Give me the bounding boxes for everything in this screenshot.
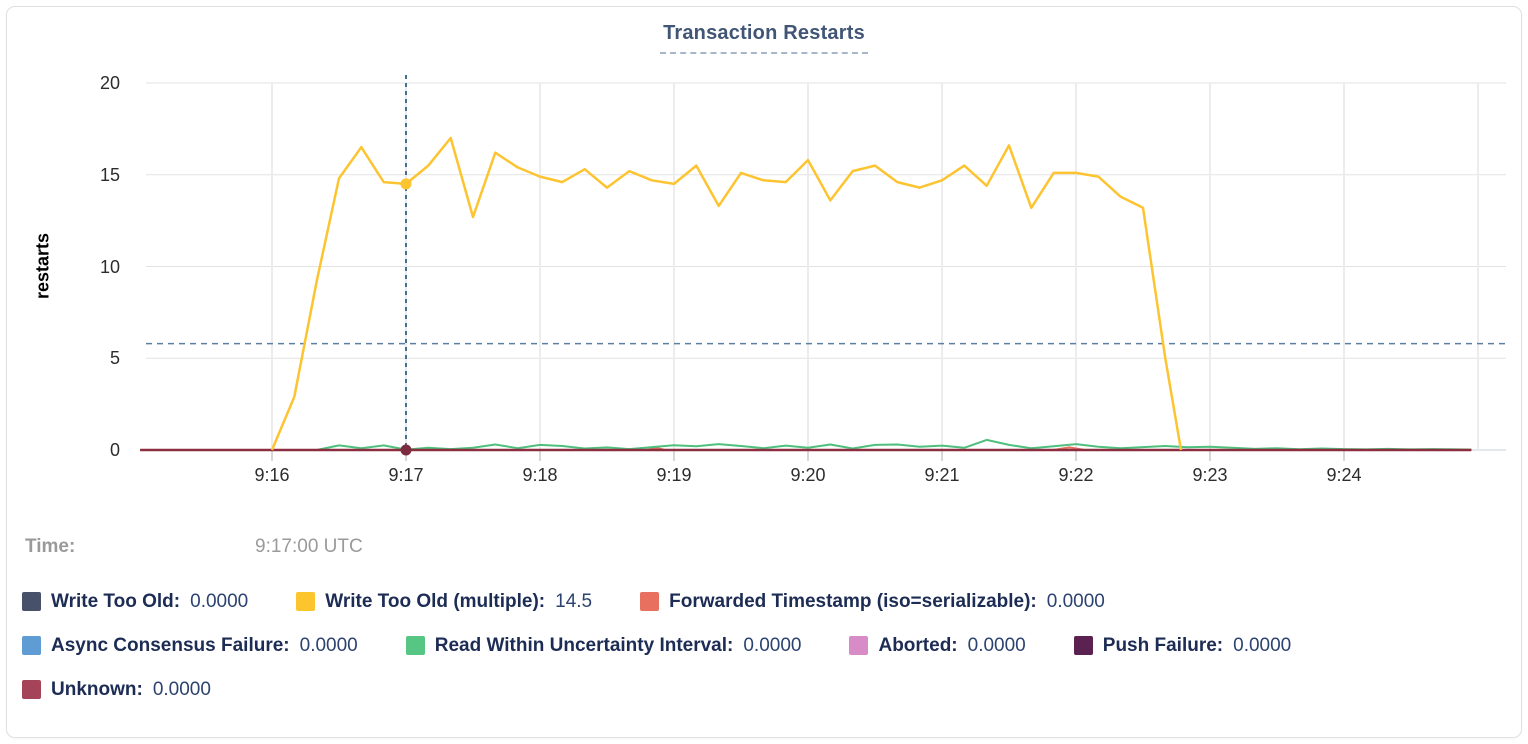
legend-item-forwarded-timestamp-iso-serializable-: Forwarded Timestamp (iso=serializable): 0… [640, 588, 1105, 615]
legend-item-unknown: Unknown: 0.0000 [22, 676, 211, 703]
y-tick-label: 0 [109, 440, 120, 460]
legend-row: Write Too Old: 0.0000 Write Too Old (multi… [22, 588, 1504, 615]
legend-label: Write Too Old: [51, 590, 181, 612]
time-label: Time: [25, 536, 76, 557]
legend-label: Write Too Old (multiple): [325, 590, 546, 612]
legend-value: 0.0000 [1233, 634, 1292, 656]
x-tick-label: 9:17 [388, 465, 424, 485]
legend-swatch [640, 592, 660, 611]
legend-label: Async Consensus Failure: [51, 634, 290, 656]
legend-item-push-failure: Push Failure: 0.0000 [1073, 632, 1292, 659]
legend-row: Unknown: 0.0000 [22, 676, 1504, 703]
x-tick-label: 9:22 [1058, 465, 1094, 485]
legend-value: 0.0000 [1046, 590, 1105, 612]
y-tick-label: 15 [99, 164, 120, 185]
series-line-write-too-old-multiple- [270, 136, 1183, 451]
y-tick-label: 5 [109, 348, 120, 369]
legend-value: 0.0000 [967, 634, 1026, 656]
chart-header: Transaction Restarts [0, 22, 1528, 54]
x-tick-label: 9:18 [522, 465, 558, 485]
chart-title[interactable]: Transaction Restarts [660, 22, 868, 54]
x-tick-label: 9:24 [1326, 465, 1362, 485]
hover-time-row: Time: 9:17:00 UTC [25, 536, 363, 558]
legend-swatch [22, 680, 41, 699]
legend-label: Unknown: [51, 678, 143, 700]
legend-value: 0.0000 [743, 634, 802, 656]
legend-value: 0.0000 [152, 678, 211, 700]
y-tick-label: 20 [99, 73, 120, 93]
legend-swatch [1073, 636, 1093, 655]
x-tick-label: 9:16 [254, 465, 290, 485]
legend-value: 0.0000 [190, 590, 249, 612]
hover-marker [400, 444, 412, 456]
legend-item-read-within-uncertainty-interval: Read Within Uncertainty Interval: 0.0000 [405, 632, 802, 659]
legend-item-aborted: Aborted: 0.0000 [849, 632, 1026, 659]
legend-label: Forwarded Timestamp (iso=serializable): [669, 590, 1037, 612]
time-value: 9:17:00 UTC [255, 536, 363, 557]
x-tick-label: 9:20 [790, 465, 826, 485]
legend-swatch [22, 636, 41, 655]
legend-swatch [405, 636, 425, 655]
x-tick-label: 9:23 [1192, 465, 1228, 485]
legend-value: 0.0000 [299, 634, 358, 656]
legend-label: Aborted: [878, 634, 958, 656]
hover-marker [400, 178, 412, 190]
chart-plot-area[interactable] [146, 83, 1506, 450]
legend-item-async-consensus-failure: Async Consensus Failure: 0.0000 [22, 632, 358, 659]
series-line-read-within-uncertainty-interval [316, 438, 1472, 451]
legend: Write Too Old: 0.0000 Write Too Old (multi… [22, 588, 1504, 703]
legend-swatch [22, 592, 41, 611]
legend-label: Read Within Uncertainty Interval: [434, 634, 734, 656]
y-tick-label: 10 [99, 256, 120, 277]
legend-item-write-too-old: Write Too Old: 0.0000 [22, 588, 248, 615]
legend-swatch [296, 592, 316, 611]
legend-swatch [849, 636, 869, 655]
legend-row: Async Consensus Failure: 0.0000 Read Withi… [22, 632, 1504, 659]
chart-card [6, 6, 1522, 738]
x-tick-label: 9:19 [656, 465, 692, 485]
legend-label: Push Failure: [1102, 634, 1224, 656]
legend-value: 14.5 [555, 590, 593, 612]
legend-item-write-too-old-multiple-: Write Too Old (multiple): 14.5 [296, 588, 592, 615]
x-tick-label: 9:21 [924, 465, 960, 485]
